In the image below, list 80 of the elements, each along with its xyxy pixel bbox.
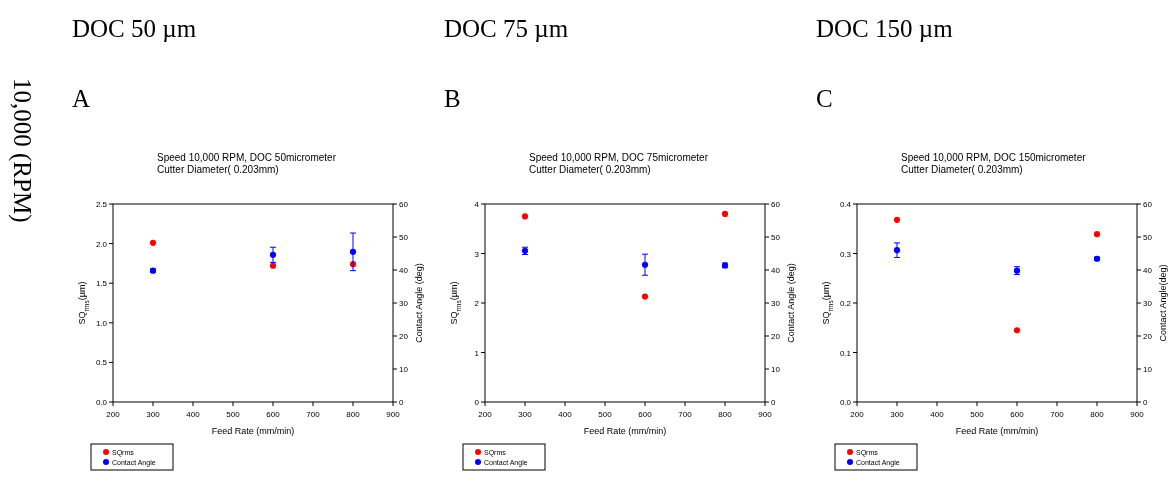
x-tick-label: 500 xyxy=(226,410,241,419)
x-axis-title: Feed Rate (mm/min) xyxy=(583,426,667,436)
x-tick-label: 800 xyxy=(346,410,361,419)
y-tick-label: 0.0 xyxy=(95,398,108,407)
x-tick-label: 400 xyxy=(558,410,573,419)
x-tick-label: 200 xyxy=(478,410,493,419)
y2-tick-label: 0 xyxy=(771,398,776,407)
x-tick-label: 500 xyxy=(970,410,985,419)
text: B xyxy=(444,85,461,112)
y2-tick-label: 40 xyxy=(399,266,409,275)
x-tick-label: 300 xyxy=(890,410,905,419)
x-tick-label: 600 xyxy=(266,410,281,419)
y-tick-label: 0.2 xyxy=(839,299,852,308)
chart-subtitle: Cutter Diameter( 0.203mm) xyxy=(529,164,651,175)
y-tick-label: 0.5 xyxy=(95,358,108,368)
chart-subtitle: Cutter Diameter( 0.203mm) xyxy=(901,164,1023,175)
y-tick-label: 2 xyxy=(474,299,480,308)
x-tick-label: 300 xyxy=(146,410,161,419)
y2-tick-label: 10 xyxy=(771,365,781,374)
y2-tick-label: 0 xyxy=(399,398,404,407)
text: A xyxy=(72,85,91,112)
x-tick-label: 700 xyxy=(678,410,693,419)
x-tick-label: 200 xyxy=(106,410,121,419)
y-tick-label: 1.5 xyxy=(95,279,108,289)
y-tick-label: 1.0 xyxy=(95,318,108,328)
y-tick-label: 2.5 xyxy=(95,200,108,209)
y-tick-label: 0 xyxy=(474,398,480,407)
text: DOC 150 µm xyxy=(816,15,954,42)
text: C xyxy=(816,85,833,112)
y2-tick-label: 50 xyxy=(1143,233,1153,242)
x-tick-label: 600 xyxy=(638,410,653,419)
text: DOC 50 µm xyxy=(72,15,197,42)
y-tick-label: 0.3 xyxy=(839,249,852,259)
y-tick-label: 0.1 xyxy=(839,348,852,358)
y2-tick-label: 20 xyxy=(399,332,409,341)
y-tick-label: 0.4 xyxy=(839,200,852,209)
x-tick-label: 600 xyxy=(1010,410,1025,419)
x-tick-label: 300 xyxy=(518,410,533,419)
y2-tick-label: 50 xyxy=(399,233,409,242)
chart-title: Speed 10,000 RPM, DOC 50micrometer xyxy=(157,152,337,163)
x-axis-title: Feed Rate (mm/min) xyxy=(955,426,1039,436)
y-tick-label: 2.0 xyxy=(95,239,108,249)
text: DOC 75 µm xyxy=(444,15,569,42)
x-tick-label: 400 xyxy=(930,410,945,419)
y2-axis-title: Contact Angle (deg) xyxy=(414,263,424,343)
x-tick-label: 700 xyxy=(306,410,321,419)
y-tick-label: 0.0 xyxy=(839,398,852,407)
x-tick-label: 200 xyxy=(850,410,865,419)
x-tick-label: 800 xyxy=(718,410,733,419)
x-tick-label: 800 xyxy=(1090,410,1105,419)
y-tick-label: 1 xyxy=(474,348,480,358)
y2-tick-label: 30 xyxy=(771,299,781,308)
x-tick-label: 500 xyxy=(598,410,613,419)
y-tick-label: 3 xyxy=(474,249,480,259)
x-tick-label: 900 xyxy=(758,410,773,419)
y2-tick-label: 60 xyxy=(1143,200,1153,209)
chart-title: Speed 10,000 RPM, DOC 75micrometer xyxy=(529,152,709,163)
y2-tick-label: 60 xyxy=(771,200,781,209)
y2-tick-label: 60 xyxy=(399,200,409,209)
y2-tick-label: 40 xyxy=(1143,266,1153,275)
y2-tick-label: 20 xyxy=(771,332,781,341)
y2-tick-label: 10 xyxy=(1143,365,1153,374)
y2-axis-title: Contact Angle(deg) xyxy=(1158,264,1168,342)
y-tick-label: 4 xyxy=(474,200,480,209)
text: 10,000 (RPM) xyxy=(8,78,36,223)
y2-tick-label: 20 xyxy=(1143,332,1153,341)
x-axis-title: Feed Rate (mm/min) xyxy=(211,426,295,436)
y2-tick-label: 30 xyxy=(399,299,409,308)
y2-tick-label: 50 xyxy=(771,233,781,242)
y2-axis-title: Contact Angle (deg) xyxy=(786,263,796,343)
x-tick-label: 900 xyxy=(386,410,401,419)
x-tick-label: 400 xyxy=(186,410,201,419)
y2-tick-label: 30 xyxy=(1143,299,1153,308)
chart-title: Speed 10,000 RPM, DOC 150micrometer xyxy=(901,152,1087,163)
chart-subtitle: Cutter Diameter( 0.203mm) xyxy=(157,164,279,175)
x-tick-label: 900 xyxy=(1130,410,1145,419)
y2-tick-label: 40 xyxy=(771,266,781,275)
x-tick-label: 700 xyxy=(1050,410,1065,419)
y2-tick-label: 10 xyxy=(399,365,409,374)
y2-tick-label: 0 xyxy=(1143,398,1148,407)
